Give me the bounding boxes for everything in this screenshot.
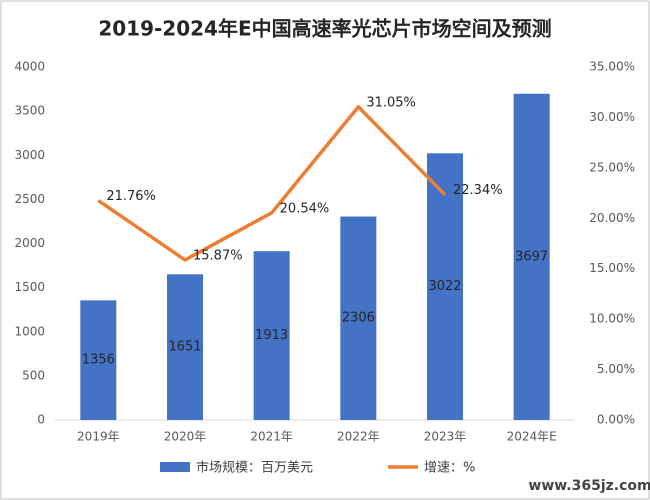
line-label: 22.34% [453,183,503,198]
bar [513,93,550,421]
y-tick-label: 2500 [14,192,45,206]
line-label: 20.54% [280,201,330,216]
watermark: www.365jz.com [528,478,650,494]
y-tick-label: 4000 [14,60,45,74]
line [97,105,447,262]
bar-label: 1356 [82,353,115,368]
y2-tick-label: 20.00% [589,211,635,225]
bar-label: 2306 [342,311,375,326]
y2-tick-label: 5.00% [597,362,635,376]
x-tick-label: 2023年 [424,430,467,444]
y2-tick-label: 10.00% [589,312,635,326]
y-tick-label: 500 [22,368,45,382]
y-tick-label: 1000 [14,324,45,338]
y2-tick-label: 30.00% [589,110,635,124]
x-tick-label: 2019年 [77,430,120,444]
line-label: 15.87% [193,248,243,263]
line-label: 31.05% [366,95,416,110]
bar [80,300,117,420]
x-tick-label: 2020年 [164,430,207,444]
x-tick-label: 2024年E [507,430,557,444]
bar [167,274,203,420]
chart-title: 2019-2024年E中国高速率光芯片市场空间及预测 [98,17,551,41]
legend-label: 市场规模：百万美元 [196,460,313,476]
bar-label: 1651 [168,340,201,355]
bar [427,153,463,420]
legend-label: 增速：% [424,461,475,476]
bar [253,251,290,420]
y2-tick-label: 35.00% [589,60,635,74]
y2-tick-label: 25.00% [589,160,635,174]
line-label: 21.76% [106,189,156,204]
x-tick-label: 2022年 [337,430,380,444]
bar-label: 3697 [515,249,548,264]
legend-swatch [160,462,190,472]
y-tick-label: 3000 [14,148,45,162]
y-tick-label: 0 [37,413,45,427]
y-tick-label: 3500 [14,104,45,118]
y2-tick-label: 0.00% [597,413,635,427]
x-tick-label: 2021年 [250,430,293,444]
y-tick-label: 2000 [14,236,45,250]
bar [340,216,377,420]
y-tick-label: 1500 [14,280,45,294]
bar-label: 3022 [428,279,461,294]
y2-tick-label: 15.00% [589,261,635,275]
bar-label: 1913 [255,328,288,343]
